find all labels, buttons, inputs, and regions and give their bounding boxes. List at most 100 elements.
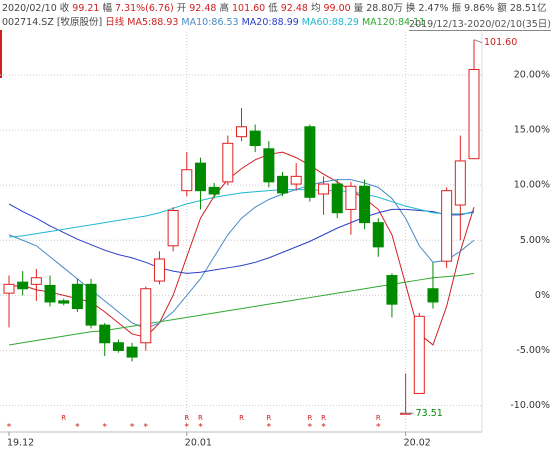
y-tick-label: 10.00%	[514, 180, 550, 191]
candle-body	[413, 315, 425, 394]
code: 002714.SZ [牧原股份]	[2, 17, 103, 28]
x-tick-label: 19.12	[7, 438, 34, 449]
candle-body	[194, 162, 206, 192]
ma-line	[8, 203, 475, 274]
date: 2020/02/10	[2, 3, 57, 14]
quote-value: 28.51亿	[509, 3, 547, 14]
event-star: *	[198, 423, 203, 433]
x-tick-label: 20.01	[185, 438, 212, 449]
legend-entry: MA10:86.53	[181, 17, 239, 28]
quote-value: 2.47%	[418, 3, 449, 14]
quote-label: 高	[219, 3, 229, 14]
ma-line	[8, 189, 475, 238]
legend-entry: MA120:84.11	[361, 17, 426, 28]
quote-value: 101.60	[231, 3, 266, 14]
quote-row: 2020/02/10 收 99.21 幅 7.31%(6.76) 开 92.48 高 101.6…	[2, 2, 556, 16]
candle-body	[427, 288, 439, 303]
event-star: *	[102, 423, 107, 433]
candle-body	[454, 160, 466, 206]
y-tick-label: 5.00%	[520, 235, 550, 246]
event-r: R	[266, 414, 271, 422]
candle-body	[181, 169, 193, 192]
quote-label: 开	[176, 3, 187, 14]
event-r: R	[239, 414, 244, 422]
quote-label: 均	[310, 3, 321, 14]
event-r: R	[61, 414, 66, 422]
quote-value: 92.48	[280, 3, 308, 14]
quote-label: 量	[353, 3, 364, 14]
y-tick-label: 0%	[535, 290, 550, 301]
legend-row: 002714.SZ [牧原股份] 日线 MA5:88.93 MA10:86.53 MA2…	[2, 16, 556, 30]
legend-entry: MA5:88.93	[127, 17, 179, 28]
event-r: R	[321, 414, 326, 422]
event-star: *	[144, 423, 149, 433]
candle-body	[359, 185, 371, 224]
event-star: *	[376, 423, 381, 433]
date-range: 2019/12/13-2020/02/10(35日)	[409, 16, 551, 31]
event-r: R	[376, 414, 381, 422]
candle-body	[3, 283, 15, 294]
event-star: *	[185, 423, 190, 433]
quote-value: 99.21	[72, 3, 100, 14]
event-r: R	[184, 414, 189, 422]
candle-body	[17, 281, 29, 290]
event-star: *	[267, 423, 272, 433]
event-star: *	[308, 423, 313, 433]
candle-body	[345, 185, 357, 210]
max-label: 101.60	[484, 37, 517, 48]
quote-value: 7.31%(6.76)	[115, 3, 174, 14]
x-tick-label: 20.02	[404, 438, 431, 449]
candle-body	[372, 222, 384, 248]
candle-body	[167, 210, 179, 247]
y-tick-label: 20.00%	[514, 69, 550, 80]
legend-entry: MA60:88.29	[301, 17, 359, 28]
candle-body	[277, 175, 289, 194]
y-tick-label: -5.00%	[516, 345, 550, 356]
event-r: R	[198, 414, 203, 422]
event-star: *	[321, 423, 326, 433]
candle-body	[44, 284, 56, 303]
candle-body	[58, 300, 70, 304]
candle-body	[153, 258, 165, 282]
candle-body	[468, 68, 480, 160]
candle-body	[30, 277, 42, 285]
candle-body	[112, 342, 124, 351]
candle-body	[140, 288, 152, 344]
candle-body	[290, 175, 302, 185]
candle-body	[318, 183, 330, 195]
legend-entry: MA20:88.99	[241, 17, 299, 28]
side-marker	[0, 30, 2, 78]
candle-body	[441, 190, 453, 262]
candle-body	[236, 126, 247, 138]
quote-value: 99.00	[323, 3, 351, 14]
candle-body	[208, 186, 220, 195]
ma-line	[8, 151, 475, 346]
max-pointer	[473, 39, 483, 44]
header: 2020/02/10 收 99.21 幅 7.31%(6.76) 开 92.48 高 101.6…	[2, 2, 556, 31]
candle-body	[331, 183, 343, 214]
period: 日线	[105, 17, 125, 28]
candle-body	[249, 130, 261, 146]
event-star: *	[130, 423, 135, 433]
candle-body	[85, 283, 97, 326]
quote-label: 幅	[102, 3, 112, 14]
quote-value: 28.80万	[366, 3, 403, 14]
event-r: R	[307, 414, 312, 422]
quote-label: 低	[268, 3, 278, 14]
quote-value: 9.86%	[464, 3, 495, 14]
quote-value: 92.48	[189, 3, 217, 14]
quote-label: 额	[497, 3, 507, 14]
min-label: 73.51	[416, 408, 443, 419]
y-tick-label: 15.00%	[514, 125, 550, 136]
event-star: *	[7, 423, 12, 433]
candle-body	[71, 283, 83, 310]
candle-body	[126, 346, 138, 358]
candle-body	[263, 148, 275, 183]
candle-body	[99, 324, 111, 344]
candle-body	[386, 275, 398, 305]
event-star: *	[75, 423, 80, 433]
quote-label: 收	[59, 3, 70, 14]
candle-body	[222, 142, 234, 183]
